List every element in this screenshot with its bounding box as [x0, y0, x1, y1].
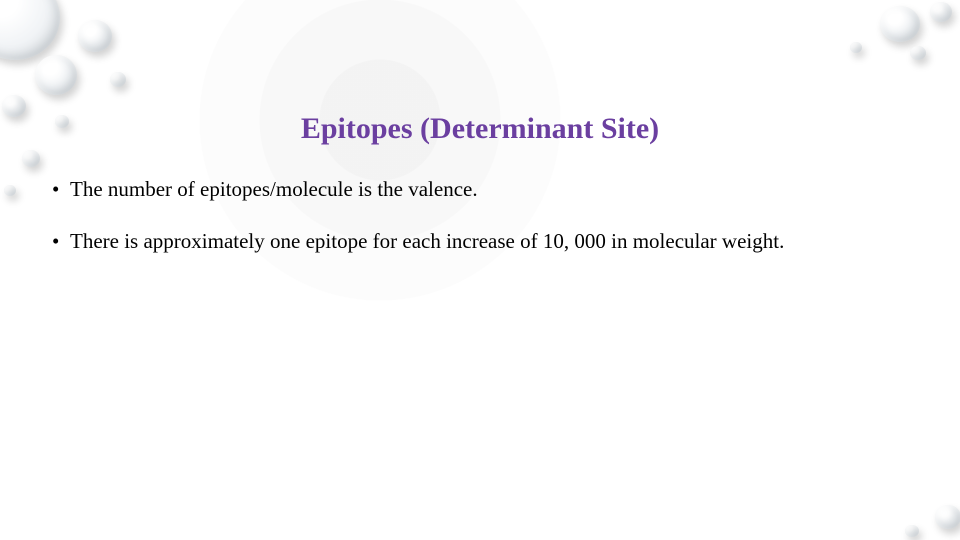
water-drop-decoration	[4, 185, 16, 196]
water-drop-decoration	[910, 46, 926, 60]
water-drop-decoration	[0, 0, 60, 60]
water-drop-decoration	[905, 525, 919, 537]
slide: Epitopes (Determinant Site) The number o…	[0, 0, 960, 540]
water-drop-decoration	[850, 42, 862, 53]
bullet-item: The number of epitopes/molecule is the v…	[50, 175, 920, 203]
water-drop-decoration	[22, 150, 40, 167]
water-drop-decoration	[35, 55, 77, 95]
bullet-item: There is approximately one epitope for e…	[50, 227, 920, 255]
water-drop-decoration	[55, 115, 69, 128]
water-drop-decoration	[110, 72, 126, 87]
water-drop-decoration	[935, 505, 960, 529]
water-drop-decoration	[2, 95, 26, 117]
bullet-list: The number of epitopes/molecule is the v…	[50, 175, 920, 280]
water-drop-decoration	[78, 20, 112, 52]
water-drop-decoration	[930, 2, 952, 22]
slide-title: Epitopes (Determinant Site)	[0, 112, 960, 146]
water-drop-decoration	[880, 6, 920, 42]
